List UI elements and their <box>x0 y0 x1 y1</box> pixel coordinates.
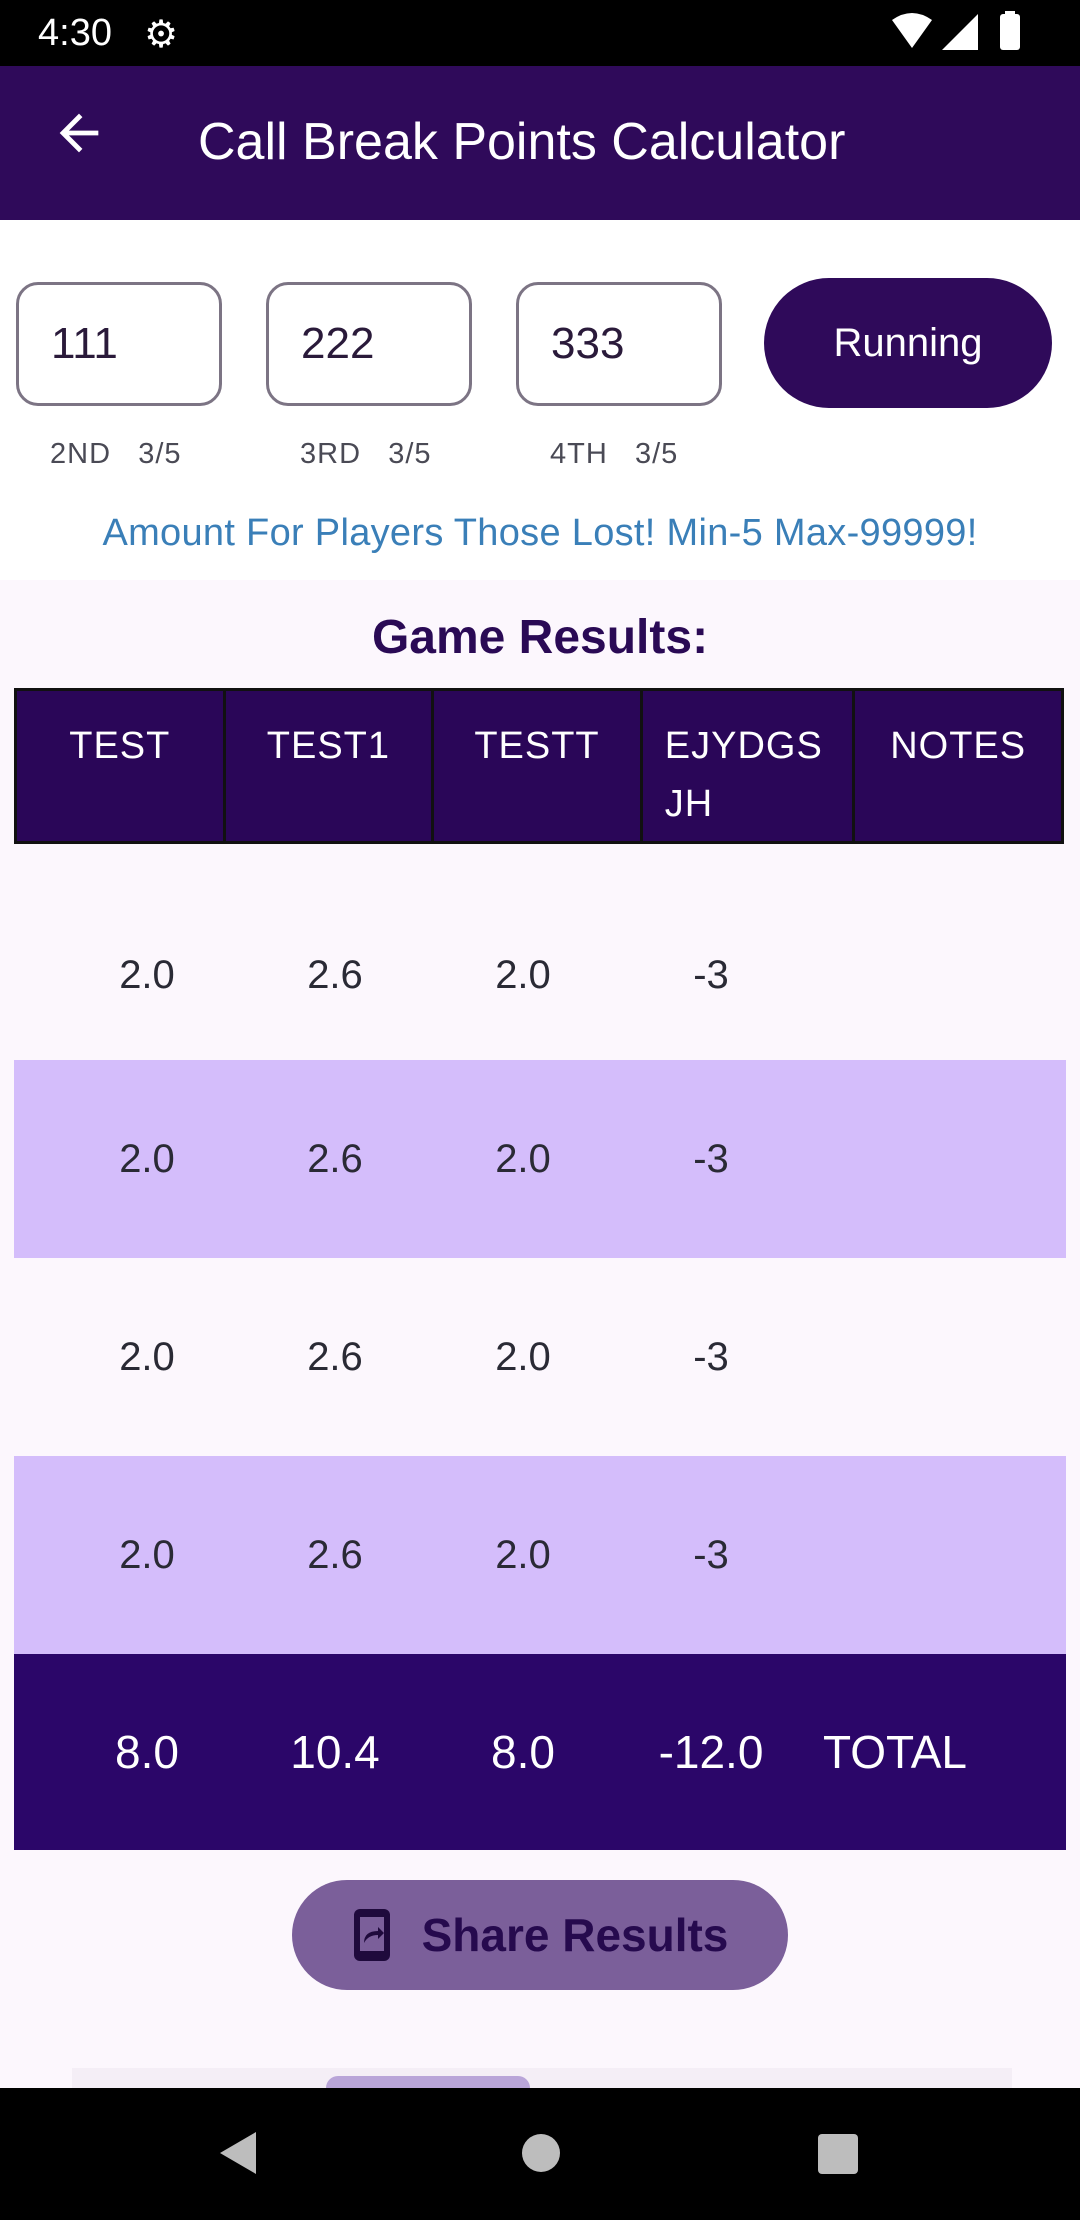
amount-field-4th[interactable] <box>516 282 722 406</box>
table-cell: -3 <box>693 1137 729 1181</box>
table-row[interactable]: 2.0 2.6 2.0 -3 <box>14 1456 1066 1654</box>
page-title: Call Break Points Calculator <box>198 113 846 171</box>
status-bar: 4:30 ⚙ <box>0 0 1080 66</box>
amount-field-2nd[interactable] <box>16 282 222 406</box>
battery-icon <box>1000 14 1020 50</box>
results-title: Game Results: <box>371 611 709 664</box>
gear-icon: ⚙ <box>144 14 179 56</box>
table-cell <box>804 876 994 1074</box>
table-cell: -3 <box>693 1533 729 1577</box>
table-cell: -3 <box>693 953 729 997</box>
table-cell <box>804 1060 994 1258</box>
signal-icon <box>942 14 978 50</box>
table-cell: 2.6 <box>307 1533 363 1577</box>
status-icons <box>892 11 1020 50</box>
total-cell: 8.0 <box>115 1726 179 1778</box>
wifi-icon <box>892 13 932 48</box>
game-results: Game Results: TEST TEST1 TESTT EJYDGS JH… <box>0 580 1080 2092</box>
position-label-2nd: 2ND 3/5 <box>50 438 182 470</box>
table-cell: 2.0 <box>495 953 551 997</box>
nav-back-icon[interactable] <box>218 2130 258 2176</box>
table-cell: 2.0 <box>119 1533 175 1577</box>
total-cell: 10.4 <box>290 1726 380 1778</box>
amount-inputs: 2ND 3/5 3RD 3/5 4TH 3/5 Running Amount F… <box>0 220 1080 580</box>
arrow-left-icon[interactable] <box>50 104 108 162</box>
share-results-button[interactable]: Share Results <box>292 1880 788 1990</box>
total-cell: 8.0 <box>491 1726 555 1778</box>
table-cell: 2.0 <box>495 1137 551 1181</box>
total-row: 8.0 10.4 8.0 -12.0 TOTAL <box>14 1654 1066 1850</box>
position-label-4th: 4TH 3/5 <box>550 438 679 470</box>
table-cell: 2.6 <box>307 1137 363 1181</box>
total-cell: -12.0 <box>658 1726 764 1778</box>
table-cell: 2.6 <box>307 953 363 997</box>
share-phone-icon <box>353 1909 390 1961</box>
column-header: TESTT <box>434 691 643 841</box>
amount-hint: Amount For Players Those Lost! Min-5 Max… <box>102 512 978 554</box>
column-header: TEST <box>17 691 226 841</box>
running-button[interactable]: Running <box>764 278 1052 408</box>
system-nav-bar <box>0 2088 1080 2220</box>
status-time: 4:30 <box>38 12 112 54</box>
table-cell: 2.0 <box>495 1533 551 1577</box>
amount-input-2nd[interactable] <box>51 319 201 369</box>
ad-banner <box>72 2068 1012 2088</box>
amount-input-3rd[interactable] <box>301 319 451 369</box>
table-cell <box>804 1258 994 1456</box>
table-cell: 2.6 <box>307 1335 363 1379</box>
amount-input-4th[interactable] <box>551 319 701 369</box>
nav-home-icon[interactable] <box>522 2134 560 2172</box>
nav-recents-icon[interactable] <box>818 2134 858 2174</box>
table-cell: -3 <box>693 1335 729 1379</box>
table-cell <box>804 1456 994 1654</box>
share-results-label: Share Results <box>421 1909 729 1961</box>
amount-field-3rd[interactable] <box>266 282 472 406</box>
table-row[interactable]: 2.0 2.6 2.0 -3 <box>14 1258 1066 1456</box>
table-header: TEST TEST1 TESTT EJYDGS JH NOTES <box>14 688 1064 844</box>
column-header: EJYDGS JH <box>643 691 856 841</box>
table-row[interactable]: 2.0 2.6 2.0 -3 <box>14 1060 1066 1258</box>
table-cell: 2.0 <box>119 1137 175 1181</box>
column-header: TEST1 <box>226 691 435 841</box>
table-cell: 2.0 <box>119 953 175 997</box>
table-cell: 2.0 <box>119 1335 175 1379</box>
column-header: NOTES <box>890 725 1027 767</box>
table-row[interactable]: 2.0 2.6 2.0 -3 <box>14 876 1066 1074</box>
total-label: TOTAL <box>823 1726 967 1778</box>
app-bar: Call Break Points Calculator <box>0 66 1080 220</box>
table-cell: 2.0 <box>495 1335 551 1379</box>
position-label-3rd: 3RD 3/5 <box>300 438 432 470</box>
